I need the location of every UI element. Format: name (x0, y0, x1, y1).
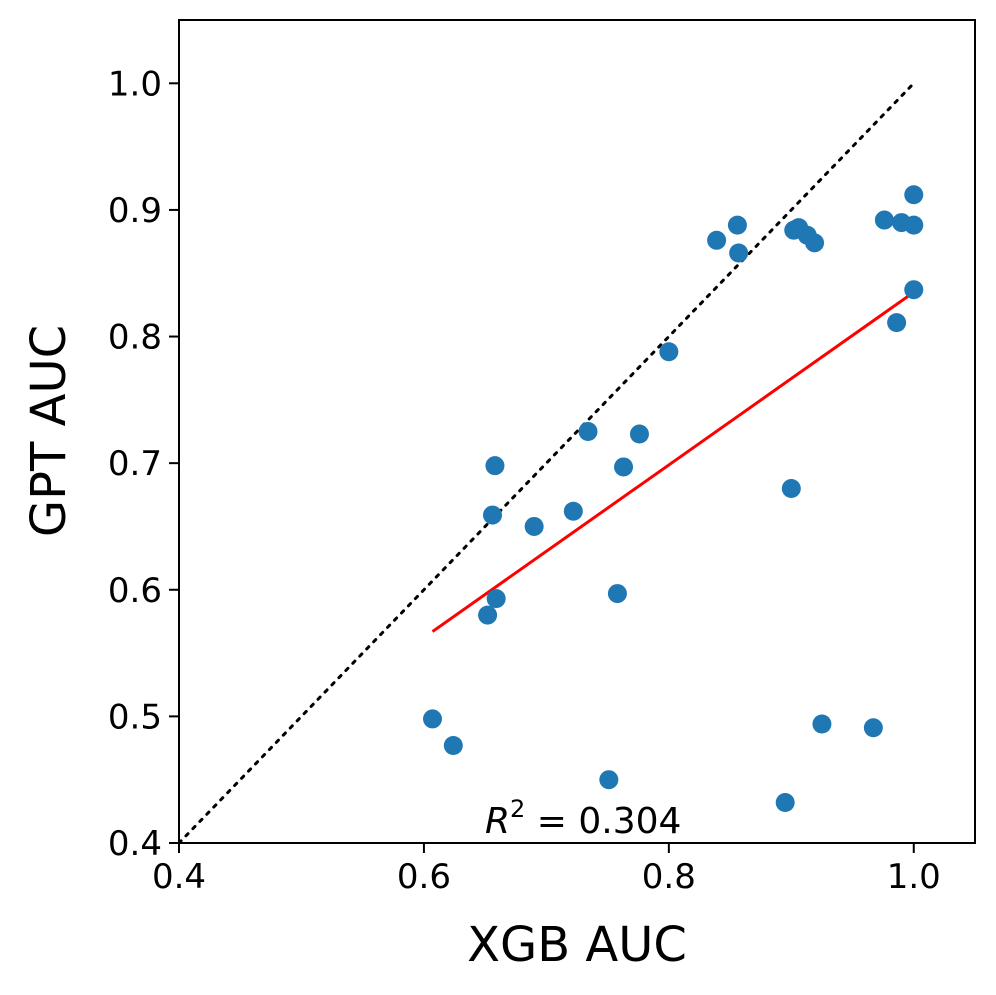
data-point (483, 505, 503, 525)
data-point (478, 605, 498, 625)
data-point (578, 422, 598, 441)
data-point (659, 342, 679, 362)
x-tick-label: 0.4 (152, 857, 206, 897)
x-axis-title: XGB AUC (467, 917, 687, 973)
y-tick-label: 1.0 (108, 64, 162, 104)
data-point (727, 215, 747, 235)
y-tick-label: 0.5 (108, 697, 162, 737)
x-tick-label: 1.0 (887, 857, 941, 897)
data-point (805, 233, 825, 253)
y-tick-label: 0.9 (108, 191, 162, 231)
axis-ticks: 0.4 0.6 0.8 1.0 0.4 0.5 0.6 0.7 0.8 0.9 1.0 (108, 64, 941, 897)
data-point (443, 736, 463, 756)
data-point (629, 424, 649, 444)
data-point (524, 516, 544, 536)
data-point (485, 456, 505, 476)
r-squared-annotation: R2 = 0.304 (485, 795, 681, 842)
x-tick-label: 0.8 (642, 857, 696, 897)
y-axis-title: GPT AUC (21, 325, 77, 537)
plot-area (177, 81, 924, 845)
data-point (486, 589, 506, 609)
y-tick-label: 0.7 (108, 444, 162, 484)
regression-line (431, 290, 915, 633)
y-tick-label: 0.6 (108, 571, 162, 611)
data-point (563, 501, 583, 521)
data-point (422, 709, 442, 729)
data-point (614, 457, 634, 477)
data-point (887, 313, 907, 333)
data-point (729, 243, 749, 263)
data-point (863, 718, 883, 738)
data-point (812, 714, 832, 734)
identity-line (177, 81, 916, 845)
data-point (904, 215, 924, 235)
y-tick-label: 0.8 (108, 318, 162, 358)
data-point (707, 230, 727, 250)
data-point (599, 770, 619, 790)
data-point (775, 792, 795, 812)
data-point (904, 185, 924, 205)
plot-frame (178, 19, 976, 844)
data-point (781, 478, 801, 498)
data-point (904, 280, 924, 300)
data-point (607, 584, 627, 604)
x-tick-label: 0.6 (397, 857, 451, 897)
data-point (874, 210, 894, 230)
y-tick-label: 0.4 (108, 824, 162, 864)
